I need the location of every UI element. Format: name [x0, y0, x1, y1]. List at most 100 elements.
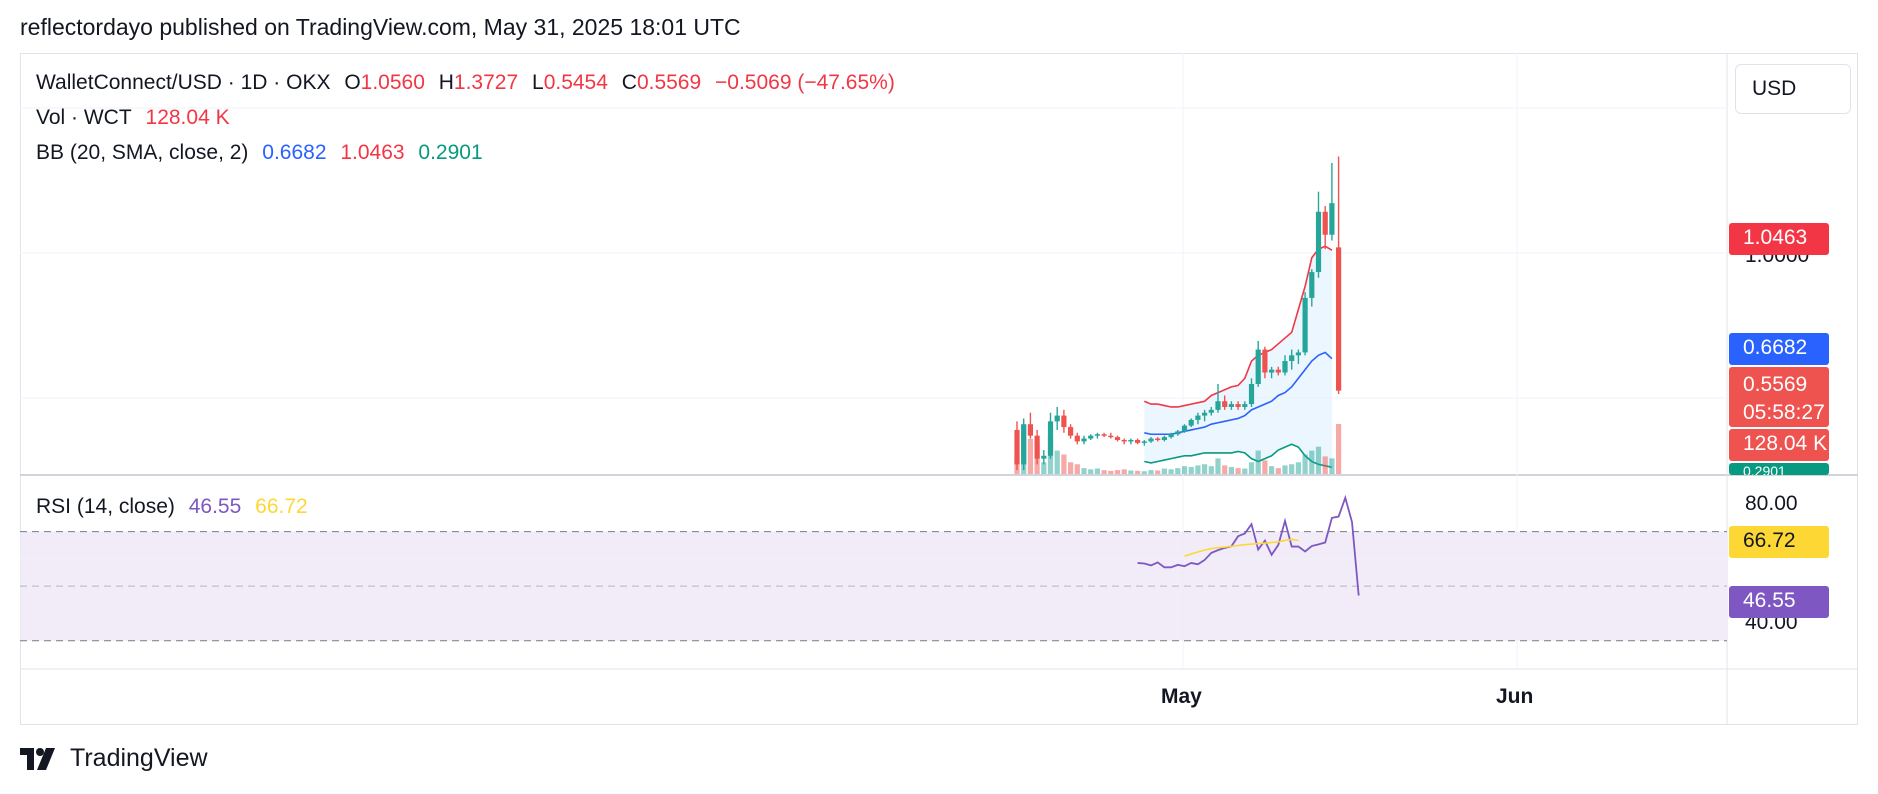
volume-bar [1202, 464, 1208, 474]
candle [1195, 412, 1201, 425]
candle [1315, 191, 1322, 278]
candle [1322, 206, 1328, 250]
low-value: 0.5454 [543, 71, 608, 94]
last-price-value: 0.5569 [1743, 373, 1808, 396]
volume-bar [1208, 466, 1214, 474]
candle [1161, 435, 1167, 442]
candle-body [1175, 431, 1181, 435]
candle-body [1242, 404, 1248, 407]
candle [1255, 340, 1261, 387]
volume-bar [1054, 450, 1060, 474]
rsi-ma-value: 66.72 [255, 495, 308, 518]
candle [1027, 412, 1033, 439]
candle-body [1322, 211, 1328, 235]
candle [1289, 349, 1295, 370]
candle-body [1295, 352, 1301, 356]
volume-bar [1255, 450, 1261, 474]
candle [1061, 409, 1067, 433]
candle [1054, 406, 1060, 430]
volume-bar [1041, 462, 1047, 474]
candle-body [1047, 421, 1054, 456]
volume-bar [1074, 464, 1080, 474]
volume-bar [1275, 468, 1281, 474]
candlesticks [1014, 156, 1342, 471]
volume-bar [1228, 466, 1234, 474]
symbol-title[interactable]: WalletConnect/USD · 1D · OKX [36, 71, 331, 94]
candle-body [1181, 425, 1188, 432]
volume-bar [1101, 470, 1107, 474]
rsi-line [1137, 494, 1360, 596]
candle [1121, 438, 1127, 445]
volume-bar [1242, 468, 1248, 474]
bb-lower-value: 0.2901 [418, 141, 483, 164]
bb-fill [1144, 246, 1332, 468]
candle-body [1255, 349, 1261, 385]
rsi-label: RSI (14, close) [36, 495, 175, 518]
bb-basis-tag: 0.6682 [1729, 333, 1829, 365]
volume-bar [1128, 470, 1134, 474]
candle-body [1235, 404, 1241, 407]
candle [1309, 269, 1315, 307]
tradingview-brand[interactable]: TradingView [20, 744, 208, 773]
candle-body [1329, 203, 1335, 235]
candle [1074, 432, 1080, 445]
bb-legend[interactable]: BB (20, SMA, close, 2) 0.6682 1.0463 0.2… [36, 141, 491, 165]
volume-bar [1295, 462, 1301, 474]
candle-body [1121, 439, 1127, 442]
candle [1148, 437, 1154, 443]
volume-bar [1248, 462, 1255, 474]
candle [1168, 432, 1174, 439]
candle-body [1309, 272, 1315, 298]
bb-basis-value: 0.6682 [262, 141, 327, 164]
candle [1021, 418, 1027, 471]
open-label: O [344, 71, 361, 94]
candle [1248, 378, 1255, 407]
candle-body [1262, 349, 1268, 373]
time-label-jun: Jun [1496, 685, 1534, 708]
candle [1014, 421, 1020, 471]
candle [1094, 432, 1100, 439]
candle [1108, 432, 1114, 439]
volume-bar [1141, 471, 1147, 474]
volume-bar [1088, 469, 1094, 474]
currency-selector[interactable]: USD [1735, 64, 1851, 114]
tradingview-logo-icon [20, 747, 55, 770]
candle [1215, 384, 1221, 413]
candle-body [1315, 211, 1322, 273]
candle-body [1054, 415, 1060, 422]
candle [1088, 434, 1094, 440]
rsi-pane [20, 494, 1727, 642]
rsi-legend[interactable]: RSI (14, close) 46.55 66.72 [36, 495, 316, 519]
candle [1302, 292, 1308, 356]
brand-name: TradingView [70, 744, 208, 772]
bb-lower-line [1144, 443, 1333, 469]
candle [1295, 349, 1301, 364]
candle [1202, 409, 1208, 422]
candle-body [1202, 412, 1208, 416]
volume-bar [1336, 424, 1342, 474]
volume-label: Vol · WCT [36, 106, 132, 129]
candle-body [1068, 427, 1074, 436]
volume-bar [1215, 458, 1221, 474]
candle [1228, 401, 1234, 410]
time-label-may: May [1161, 685, 1202, 708]
candle [1262, 346, 1268, 379]
candle [1068, 424, 1074, 439]
last-price-tag: 0.5569 05:58:27 [1729, 367, 1829, 427]
candle-body [1208, 409, 1214, 413]
volume-bar [1148, 470, 1154, 474]
volume-bar [1161, 468, 1167, 474]
volume-legend[interactable]: Vol · WCT 128.04 K [36, 106, 238, 130]
candle [1141, 439, 1147, 446]
chart-frame[interactable] [20, 53, 1858, 725]
volume-bar [1282, 465, 1288, 474]
volume-bar [1289, 464, 1295, 474]
volume-bar [1114, 470, 1121, 474]
volume-bar [1222, 465, 1228, 474]
volume-bar [1135, 470, 1141, 474]
candle [1188, 418, 1194, 428]
candle-body [1155, 438, 1161, 441]
symbol-legend[interactable]: WalletConnect/USD · 1D · OKX O1.0560 H1.… [36, 71, 903, 95]
bb-upper-value: 1.0463 [340, 141, 405, 164]
